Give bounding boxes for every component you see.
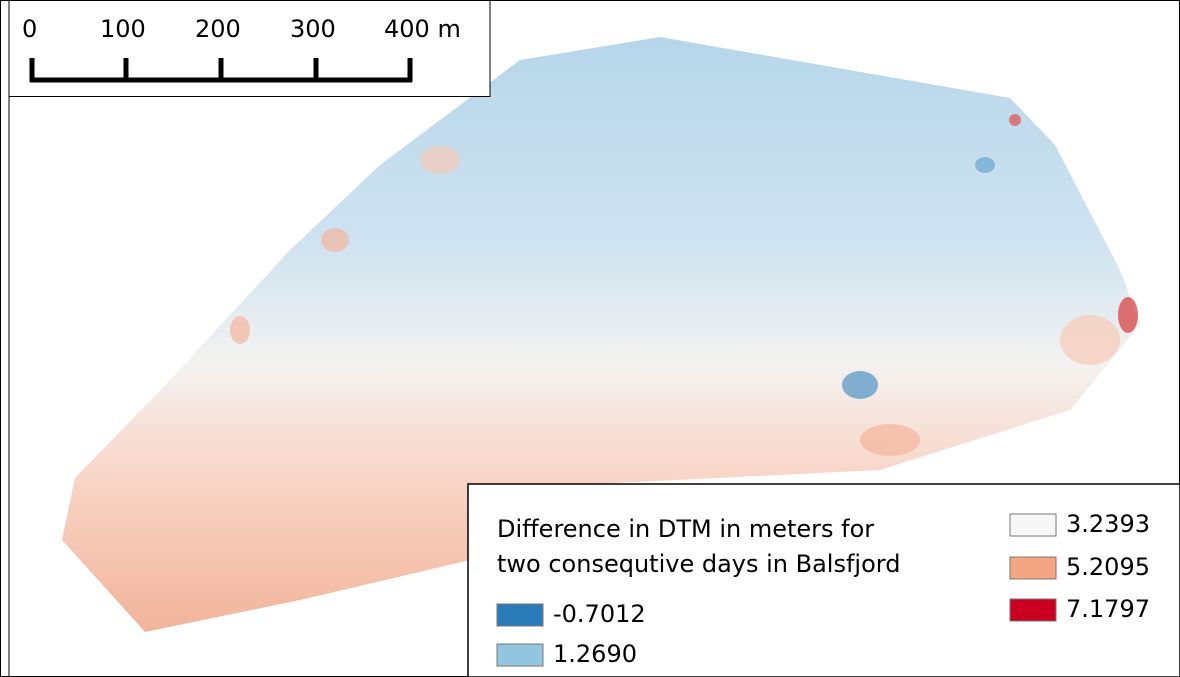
legend-swatch [1010, 557, 1056, 579]
legend-label: -0.7012 [553, 600, 646, 628]
legend-title: two consequtive days in Balsfjord [497, 550, 900, 578]
legend-label: 7.1797 [1066, 595, 1150, 623]
legend-title: Difference in DTM in meters for [497, 515, 874, 543]
scale-label: 100 [100, 15, 146, 43]
legend-swatch [497, 604, 543, 626]
scale-label: 300 [290, 15, 336, 43]
legend-label: 3.2393 [1066, 510, 1150, 538]
scale-label: 400 m [384, 15, 461, 43]
scale-label: 0 [22, 15, 37, 43]
legend-swatch [1010, 514, 1056, 536]
legend-label: 1.2690 [553, 640, 637, 668]
scale-label: 200 [195, 15, 241, 43]
legend-swatch [1010, 599, 1056, 621]
legend-label: 5.2095 [1066, 553, 1150, 581]
map: 0 100 200 300 400 m Difference in DTM in met… [0, 0, 1180, 677]
legend-swatch [497, 644, 543, 666]
